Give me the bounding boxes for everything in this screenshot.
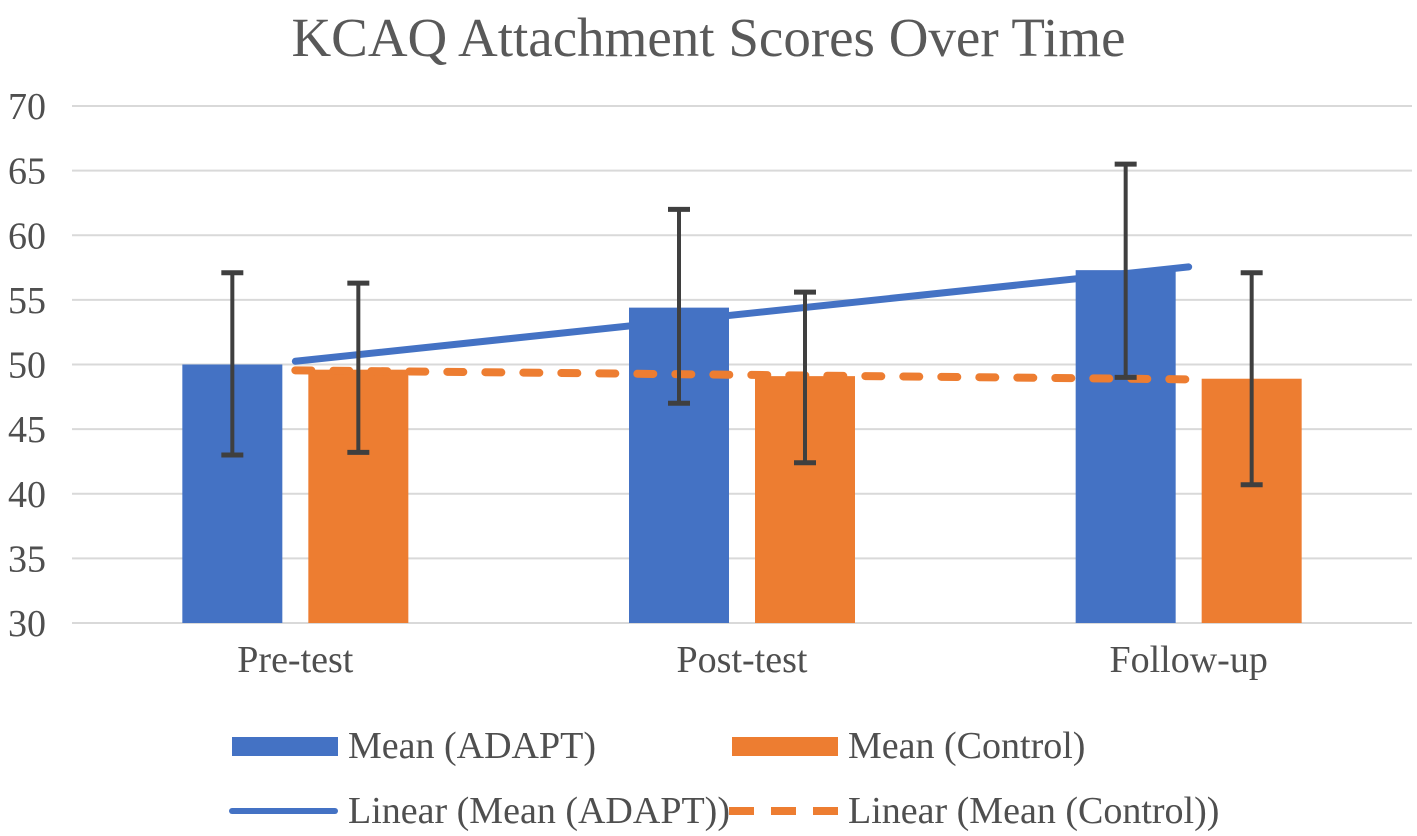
trendline-control [291, 366, 1193, 384]
legend-label-mean-adapt: Mean (ADAPT) [348, 725, 597, 767]
y-tick-label-30: 30 [8, 603, 46, 645]
x-category-label-post-test: Post-test [677, 639, 808, 681]
legend-swatch-bar-control [732, 736, 838, 756]
trendline-adapt [291, 263, 1193, 365]
legend-label-mean-control: Mean (Control) [848, 725, 1086, 767]
legend-item-linear-adapt: Linear (Mean (ADAPT)) [229, 792, 730, 830]
chart-title: KCAQ Attachment Scores Over Time [291, 7, 1126, 68]
y-tick-label-50: 50 [8, 345, 46, 387]
legend-label-linear-control: Linear (Mean (Control)) [848, 790, 1220, 832]
x-category-label-pre-test: Pre-test [237, 639, 354, 681]
y-tick-label-55: 55 [8, 280, 46, 322]
y-tick-label-60: 60 [8, 215, 46, 257]
legend-item-mean-control: Mean (Control) [732, 727, 1085, 765]
legend-swatch-dash-control [729, 807, 838, 815]
y-tick-label-70: 70 [8, 86, 46, 128]
x-category-label-follow-up: Follow-up [1109, 639, 1267, 681]
y-tick-label-40: 40 [8, 474, 46, 516]
legend-label-linear-adapt: Linear (Mean (ADAPT)) [348, 790, 730, 832]
y-tick-label-65: 65 [8, 151, 46, 193]
legend-swatch-line-adapt [229, 808, 338, 814]
y-tick-label-45: 45 [8, 409, 46, 451]
legend-item-linear-control: Linear (Mean (Control)) [729, 792, 1219, 830]
y-tick-label-35: 35 [8, 538, 46, 580]
legend-item-mean-adapt: Mean (ADAPT) [232, 727, 596, 765]
legend-swatch-bar-adapt [232, 736, 338, 756]
